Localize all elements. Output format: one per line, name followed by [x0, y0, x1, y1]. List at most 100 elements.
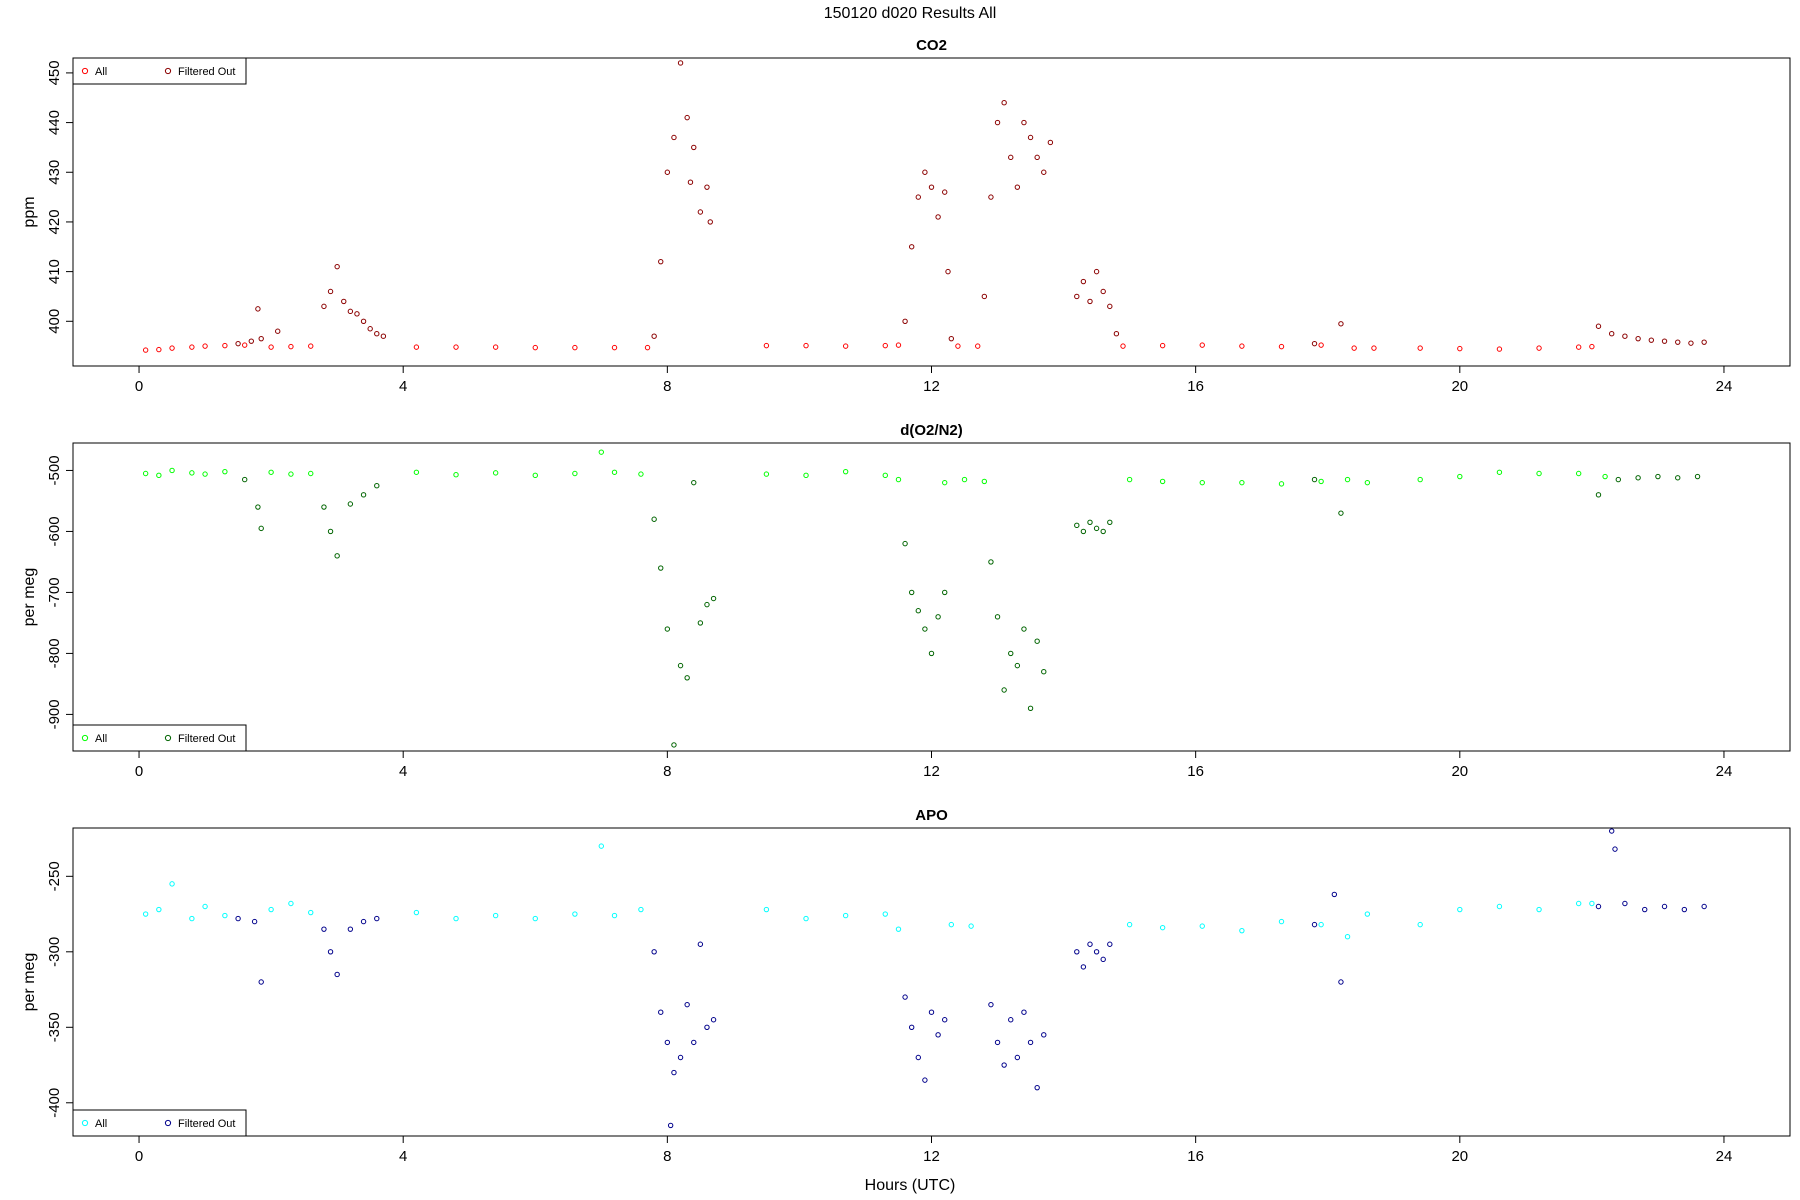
point-filtered: [360, 318, 367, 324]
point-filtered: [1311, 476, 1318, 483]
point-all: [1575, 344, 1582, 350]
point-all: [142, 347, 149, 353]
point-filtered: [1074, 522, 1080, 529]
legend-label: All: [95, 1118, 107, 1130]
y-tick-label: 430: [46, 160, 63, 185]
point-filtered: [1661, 903, 1668, 910]
point-filtered: [367, 326, 373, 332]
x-tick-label: 20: [1451, 763, 1468, 780]
point-filtered: [928, 184, 935, 190]
point-all: [1496, 469, 1503, 475]
point-all: [222, 342, 228, 349]
point-all: [492, 912, 499, 919]
point-filtered: [1041, 169, 1047, 175]
y-tick-label: 450: [46, 60, 63, 85]
point-filtered: [321, 303, 327, 310]
x-tick-label: 20: [1451, 1148, 1468, 1165]
point-all: [156, 472, 162, 479]
point-filtered: [704, 601, 710, 608]
y-tick-label: -800: [46, 638, 63, 668]
point-all: [169, 345, 175, 351]
point-filtered: [1008, 650, 1014, 657]
point-all: [803, 472, 809, 479]
x-tick-label: 0: [135, 763, 143, 780]
point-filtered: [347, 308, 354, 315]
point-filtered: [707, 219, 713, 225]
point-filtered: [1100, 956, 1106, 963]
point-all: [202, 471, 208, 477]
point-all: [842, 912, 849, 919]
point-all: [1417, 476, 1423, 483]
y-axis-label: per meg: [21, 953, 38, 1012]
point-filtered: [697, 209, 704, 215]
legend-marker: [81, 67, 89, 75]
point-filtered: [1113, 331, 1120, 337]
point-filtered: [704, 184, 710, 190]
y-axis-label: per meg: [21, 568, 38, 627]
point-filtered: [248, 338, 255, 344]
point-filtered: [1595, 323, 1602, 329]
point-filtered: [928, 650, 935, 657]
point-filtered: [902, 540, 908, 547]
point-all: [1457, 473, 1463, 480]
point-filtered: [1107, 941, 1113, 947]
point-filtered: [1093, 949, 1100, 955]
point-filtered: [380, 333, 387, 339]
point-filtered: [902, 994, 908, 1000]
point-all: [1199, 923, 1205, 929]
point-all: [1159, 478, 1166, 485]
point-filtered: [321, 504, 327, 510]
point-filtered: [1027, 134, 1034, 141]
point-all: [598, 843, 605, 849]
point-filtered: [1311, 921, 1318, 928]
point-filtered: [1675, 475, 1681, 481]
point-filtered: [664, 169, 671, 175]
point-filtered: [1701, 903, 1707, 910]
point-filtered: [1034, 638, 1040, 644]
x-tick-label: 12: [923, 763, 940, 780]
point-all: [288, 471, 294, 477]
point-filtered: [942, 589, 948, 596]
point-filtered: [360, 918, 367, 925]
point-all: [492, 470, 499, 476]
point-filtered: [684, 1001, 690, 1008]
point-filtered: [1041, 669, 1047, 675]
point-all: [1496, 346, 1503, 352]
point-filtered: [1034, 154, 1040, 161]
point-filtered: [1622, 333, 1628, 339]
x-tick-label: 24: [1716, 763, 1733, 780]
point-filtered: [1100, 528, 1106, 535]
point-filtered: [334, 971, 340, 978]
point-all: [1457, 345, 1463, 352]
point-filtered: [994, 119, 1001, 126]
point-all: [1120, 343, 1126, 349]
point-filtered: [1338, 979, 1344, 985]
point-filtered: [1047, 139, 1054, 146]
legend-label: All: [95, 66, 107, 78]
point-filtered: [1612, 846, 1618, 852]
x-tick-label: 16: [1187, 763, 1204, 780]
point-filtered: [1080, 964, 1087, 970]
point-all: [1159, 924, 1166, 931]
point-all: [1589, 900, 1595, 907]
point-filtered: [321, 926, 327, 932]
point-filtered: [255, 306, 261, 312]
point-filtered: [684, 675, 690, 681]
point-all: [638, 906, 644, 913]
legend-marker: [81, 1119, 89, 1127]
point-filtered: [671, 1069, 677, 1076]
point-filtered: [1595, 903, 1602, 910]
x-tick-label: 16: [1187, 1148, 1204, 1165]
point-filtered: [677, 662, 684, 669]
point-all: [1417, 345, 1423, 351]
point-filtered: [1021, 626, 1027, 632]
point-filtered: [327, 528, 334, 535]
point-all: [1344, 476, 1351, 483]
point-filtered: [935, 1032, 941, 1038]
panel-title: CO2: [916, 37, 947, 54]
point-all: [842, 343, 849, 349]
point-filtered: [1338, 510, 1344, 516]
point-all: [1126, 921, 1133, 928]
point-filtered: [1311, 340, 1318, 347]
point-all: [1239, 343, 1245, 349]
